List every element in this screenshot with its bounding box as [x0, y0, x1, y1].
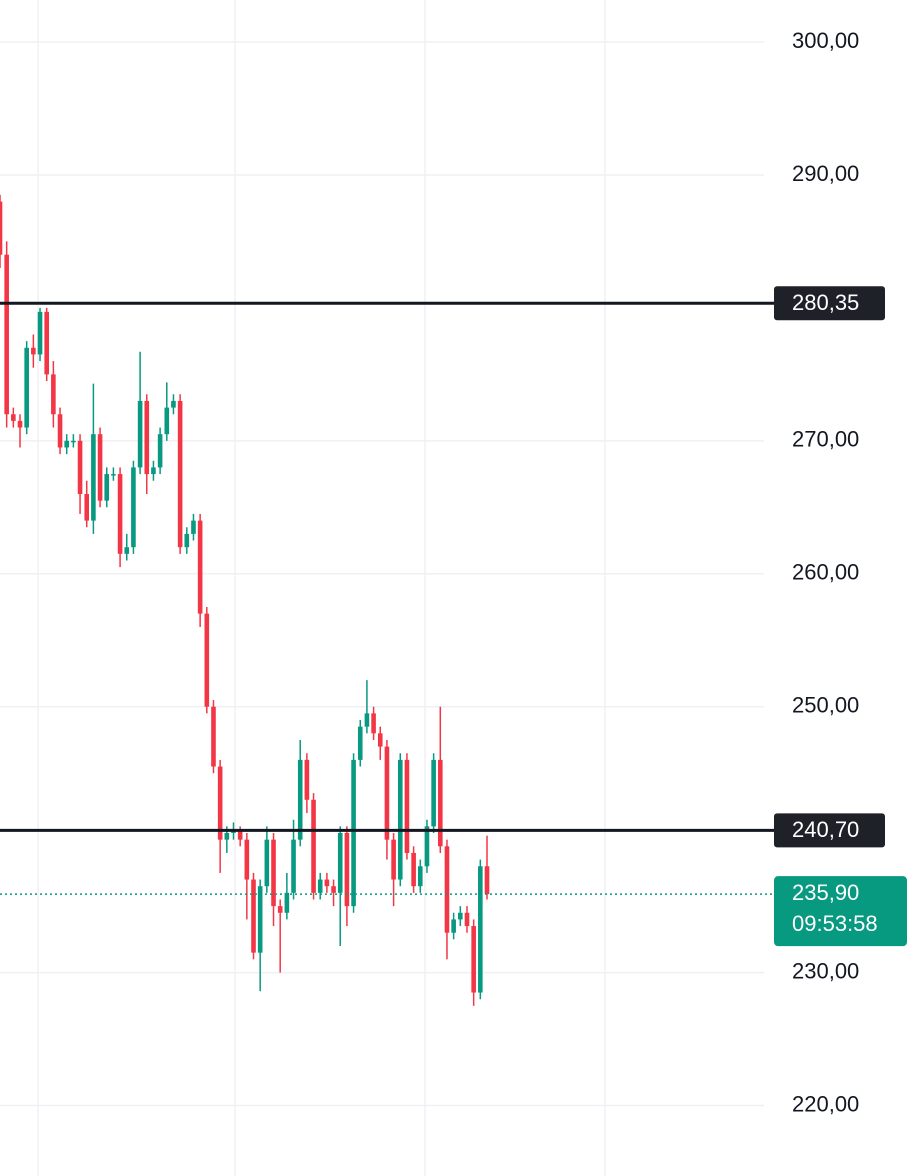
candle-body — [251, 879, 256, 953]
y-tick-label: 290,00 — [792, 161, 859, 186]
price-label: 280,35 — [792, 290, 859, 315]
candle-body — [24, 347, 29, 428]
candle-body — [211, 706, 216, 767]
candle-body — [471, 926, 476, 993]
candle-body — [464, 912, 470, 927]
candle-body — [411, 852, 416, 887]
candle-body — [451, 919, 456, 933]
candle-body — [311, 799, 316, 893]
candle-body — [191, 520, 196, 534]
candle-body — [177, 400, 183, 548]
candle-body — [124, 547, 130, 554]
candle-body — [171, 400, 176, 408]
candle-body — [77, 440, 83, 495]
y-tick-label: 220,00 — [792, 1091, 859, 1116]
candle-body — [111, 474, 116, 476]
price-label-box — [774, 286, 885, 321]
candle-body — [397, 759, 403, 880]
candle-body — [284, 892, 290, 913]
y-tick-label: 230,00 — [792, 958, 859, 983]
y-tick-label: 300,00 — [792, 28, 859, 53]
candle-body — [344, 833, 350, 907]
candle-body — [184, 533, 190, 548]
candle-body — [291, 839, 296, 893]
candle-body — [317, 879, 323, 893]
last-price-box — [774, 876, 907, 947]
candle-body — [271, 839, 276, 907]
price-label: 240,70 — [792, 817, 859, 842]
candle-body — [244, 839, 250, 880]
candle-body — [0, 201, 3, 255]
candle-body — [351, 759, 356, 907]
candle-body — [304, 759, 310, 800]
candle-body — [431, 759, 436, 827]
candle-body — [277, 906, 283, 913]
candle-body — [484, 866, 490, 895]
y-tick-label: 260,00 — [792, 560, 859, 585]
candle-body — [117, 474, 123, 554]
candle-body — [377, 733, 383, 747]
candle-body — [204, 613, 210, 707]
candle-body — [137, 400, 143, 468]
candle-body — [264, 839, 270, 887]
candle-body — [297, 759, 303, 840]
candle-body — [324, 879, 330, 887]
candle-body — [17, 420, 23, 428]
y-tick-label: 270,00 — [792, 427, 859, 452]
candle-body — [444, 846, 450, 933]
price-label-box — [774, 813, 885, 848]
candle-body — [57, 414, 63, 448]
candle-body — [371, 713, 376, 734]
y-tick-label: 250,00 — [792, 693, 859, 718]
candle-body — [337, 833, 343, 893]
candle-body — [384, 746, 390, 840]
candle-body — [458, 912, 463, 920]
candle-body — [37, 311, 43, 355]
countdown: 09:53:58 — [792, 911, 878, 936]
candle-body — [478, 866, 483, 993]
candle-body — [104, 474, 110, 501]
candle-body — [224, 833, 230, 840]
candle-body — [31, 347, 36, 355]
candle-body — [151, 467, 156, 475]
candle-body — [64, 440, 70, 448]
candle-body — [44, 311, 49, 375]
candle-body — [51, 374, 56, 415]
candle-body — [364, 713, 370, 727]
candle-body — [197, 520, 203, 614]
candle-body — [164, 407, 170, 435]
candle-body — [71, 440, 76, 443]
candle-body — [4, 254, 9, 415]
candle-body — [91, 434, 96, 521]
candle-body — [84, 494, 90, 521]
time-grid — [37, 0, 606, 1176]
candle-body — [404, 759, 410, 853]
candle-body — [357, 726, 363, 760]
candle-body — [217, 766, 223, 840]
candle-body — [424, 826, 430, 867]
candle-body — [131, 467, 136, 548]
candle-body — [144, 400, 150, 475]
candle-body — [257, 886, 263, 953]
candle-body — [417, 866, 423, 887]
candle-body — [11, 414, 16, 421]
candle-body — [237, 830, 243, 840]
candle-body — [331, 886, 336, 893]
last-price-label: 235,90 — [792, 880, 859, 905]
candle-body — [157, 434, 163, 468]
candle-body — [391, 839, 396, 880]
candle-body — [438, 759, 443, 847]
candle-body — [97, 434, 103, 501]
